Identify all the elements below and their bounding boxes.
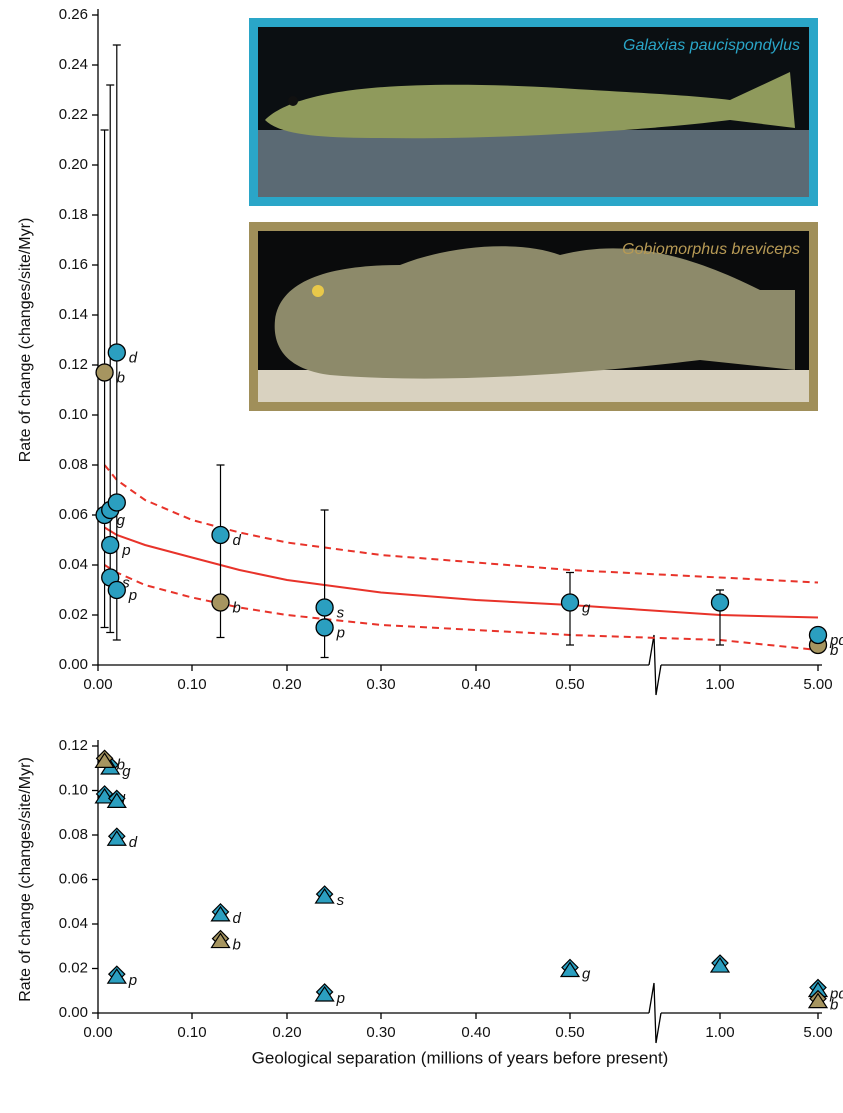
point-label: s [337,892,345,909]
point-label: p [128,972,137,989]
species-caption: Galaxias paucispondylus [623,37,800,54]
x-tick-label: 0.40 [461,676,490,693]
point-label: d [129,834,138,851]
x-tick-label: 0.00 [83,1024,112,1041]
data-point [108,494,125,511]
point-label: b [233,937,241,954]
x-tick-label: 0.10 [177,1024,206,1041]
point-label: g [582,599,591,616]
data-point [108,582,125,599]
data-point [102,537,119,554]
data-point [212,527,229,544]
figure: Galaxias paucispondylus Gobiomorphus brev… [0,0,843,1113]
y-tick-label: 0.02 [59,959,88,976]
y-tick-label: 0.26 [59,6,88,23]
point-label: d [233,532,242,549]
point-label: b [830,997,838,1014]
y-tick-label: 0.02 [59,606,88,623]
y-axis-label: Rate of change (changes/site/Myr) [17,757,34,1002]
x-tick-label: 0.50 [555,676,584,693]
species-caption: Gobiomorphus breviceps [622,241,800,258]
point-label: d [129,349,138,366]
point-label: s [337,604,345,621]
fit-curve [105,465,818,583]
x-tick-label: 1.00 [705,1024,734,1041]
x-axis-label: Geological separation (millions of years… [252,1048,669,1067]
y-tick-label: 0.00 [59,1004,88,1021]
x-tick-label: 5.00 [803,1024,832,1041]
data-point [212,594,229,611]
y-axis-label: Rate of change (changes/site/Myr) [17,218,34,463]
x-tick-label: 0.30 [366,676,395,693]
y-tick-label: 0.12 [59,737,88,754]
point-label: b [117,369,125,386]
y-tick-label: 0.06 [59,870,88,887]
y-tick-label: 0.12 [59,356,88,373]
point-label: b [233,599,241,616]
point-label: g [582,965,591,982]
axis-break [649,635,661,695]
point-label: p [121,542,130,559]
data-point [108,344,125,361]
x-tick-label: 1.00 [705,676,734,693]
y-tick-label: 0.10 [59,781,88,798]
y-tick-label: 0.08 [59,456,88,473]
x-tick-label: 5.00 [803,676,832,693]
data-point [316,599,333,616]
point-label: pd [829,632,843,649]
x-tick-label: 0.10 [177,676,206,693]
point-label: d [233,910,242,927]
y-tick-label: 0.06 [59,506,88,523]
y-tick-label: 0.14 [59,306,88,323]
y-tick-label: 0.18 [59,206,88,223]
y-tick-label: 0.16 [59,256,88,273]
point-label: p [336,990,345,1007]
y-tick-label: 0.08 [59,826,88,843]
data-point [316,619,333,636]
x-tick-label: 0.50 [555,1024,584,1041]
y-tick-label: 0.04 [59,556,88,573]
point-label: p [128,587,137,604]
y-tick-label: 0.04 [59,915,88,932]
data-point [562,594,579,611]
data-point [712,594,729,611]
x-tick-label: 0.20 [272,676,301,693]
x-tick-label: 0.30 [366,1024,395,1041]
data-point [96,364,113,381]
y-tick-label: 0.00 [59,656,88,673]
x-tick-label: 0.40 [461,1024,490,1041]
y-tick-label: 0.24 [59,56,88,73]
y-tick-label: 0.10 [59,406,88,423]
point-label: p [336,624,345,641]
x-tick-label: 0.00 [83,676,112,693]
axis-break [649,983,661,1043]
y-tick-label: 0.20 [59,156,88,173]
x-tick-label: 0.20 [272,1024,301,1041]
data-point [810,627,827,644]
y-tick-label: 0.22 [59,106,88,123]
point-label: b [117,756,125,773]
